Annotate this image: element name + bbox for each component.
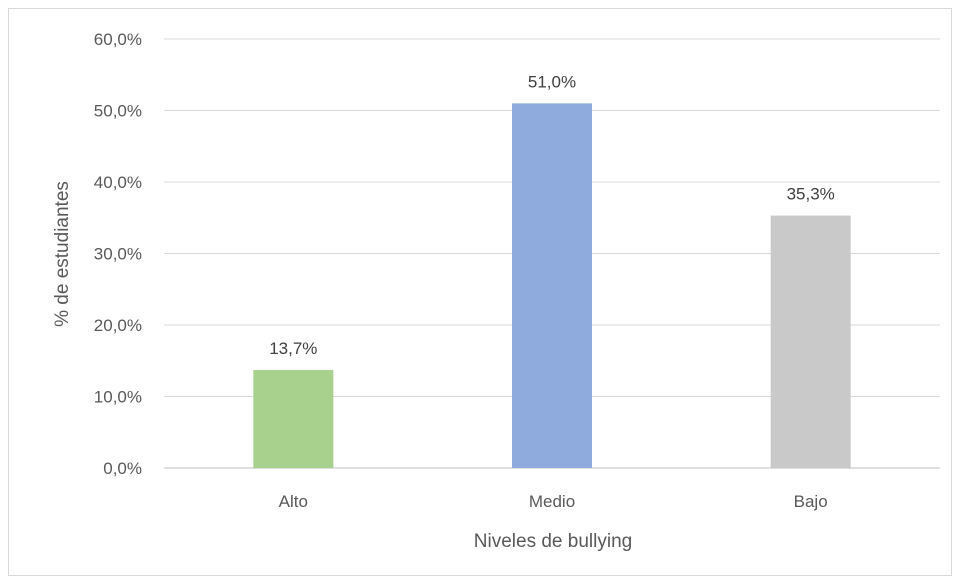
y-tick-label: 60,0% — [94, 30, 142, 49]
x-category-label-alto: Alto — [279, 492, 308, 511]
bar-alto — [253, 370, 334, 468]
data-label-bajo: 35,3% — [787, 185, 835, 204]
y-tick-label: 20,0% — [94, 316, 142, 335]
bars — [253, 103, 851, 468]
y-axis-title: % de estudiantes — [52, 181, 73, 327]
data-label-medio: 51,0% — [528, 72, 576, 91]
y-tick-label: 0,0% — [103, 459, 142, 478]
y-tick-label: 10,0% — [94, 388, 142, 407]
data-label-alto: 13,7% — [269, 339, 317, 358]
x-category-label-bajo: Bajo — [794, 492, 828, 511]
bar-medio — [512, 103, 592, 468]
y-tick-label: 50,0% — [94, 102, 142, 121]
y-tick-label: 30,0% — [94, 245, 142, 264]
bar-bajo — [770, 215, 851, 468]
x-category-label-medio: Medio — [529, 492, 575, 511]
data-labels: 13,7% 51,0% 35,3% — [269, 72, 835, 358]
y-axis-ticks: 0,0% 10,0% 20,0% 30,0% 40,0% 50,0% 60,0% — [94, 30, 142, 478]
x-axis-categories: Alto Medio Bajo — [279, 492, 828, 511]
y-tick-label: 40,0% — [94, 173, 142, 192]
x-axis-title: Niveles de bullying — [474, 531, 632, 552]
